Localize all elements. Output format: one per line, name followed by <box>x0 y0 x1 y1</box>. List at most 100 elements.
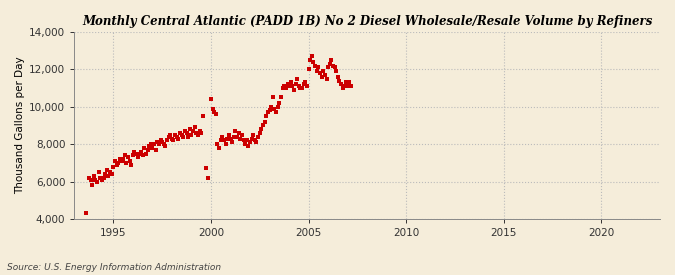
Point <box>238 138 249 143</box>
Point <box>286 80 296 85</box>
Point <box>142 148 153 152</box>
Point <box>147 146 158 150</box>
Point <box>200 166 211 171</box>
Point <box>234 131 244 135</box>
Point <box>211 112 221 116</box>
Point <box>219 138 230 143</box>
Point <box>123 155 134 160</box>
Point <box>284 84 294 88</box>
Point <box>163 134 174 139</box>
Point <box>136 149 146 154</box>
Point <box>318 69 329 73</box>
Point <box>180 129 190 133</box>
Point <box>253 134 264 139</box>
Point <box>117 157 128 161</box>
Point <box>144 144 155 148</box>
Point <box>214 146 225 150</box>
Point <box>310 64 321 68</box>
Point <box>212 142 223 146</box>
Point <box>235 136 246 141</box>
Point <box>227 140 238 144</box>
Point <box>108 164 119 169</box>
Point <box>121 161 132 165</box>
Point <box>107 172 117 176</box>
Point <box>287 84 298 88</box>
Point <box>114 157 125 161</box>
Point <box>236 133 247 137</box>
Point <box>277 86 288 90</box>
Point <box>132 155 143 160</box>
Point <box>217 134 227 139</box>
Point <box>331 69 342 73</box>
Point <box>271 110 281 115</box>
Point <box>116 159 127 163</box>
Point <box>194 129 205 133</box>
Point <box>225 136 236 141</box>
Point <box>279 84 290 88</box>
Point <box>290 82 301 87</box>
Point <box>240 142 250 146</box>
Point <box>196 131 207 135</box>
Point <box>272 104 283 109</box>
Point <box>341 80 352 85</box>
Point <box>101 168 112 172</box>
Point <box>161 138 172 143</box>
Point <box>248 133 259 137</box>
Point <box>139 146 150 150</box>
Point <box>80 211 91 216</box>
Point <box>327 64 338 68</box>
Point <box>140 151 151 156</box>
Point <box>321 76 332 81</box>
Point <box>173 136 184 141</box>
Point <box>300 80 310 85</box>
Point <box>181 131 192 135</box>
Point <box>176 133 187 137</box>
Point <box>228 134 239 139</box>
Point <box>209 110 219 115</box>
Point <box>254 131 265 135</box>
Point <box>202 176 213 180</box>
Point <box>155 138 166 143</box>
Point <box>329 65 340 70</box>
Point <box>168 138 179 143</box>
Point <box>131 151 142 156</box>
Point <box>148 142 159 146</box>
Point <box>326 58 337 62</box>
Point <box>126 163 137 167</box>
Point <box>197 114 208 118</box>
Point <box>313 65 324 70</box>
Point <box>178 134 188 139</box>
Point <box>339 84 350 88</box>
Point <box>246 136 257 141</box>
Point <box>129 149 140 154</box>
Point <box>183 134 194 139</box>
Point <box>275 95 286 100</box>
Point <box>303 67 314 72</box>
Point <box>315 71 325 75</box>
Point <box>288 88 299 92</box>
Point <box>251 140 262 144</box>
Point <box>103 174 114 178</box>
Point <box>109 159 120 163</box>
Point <box>280 86 291 90</box>
Point <box>323 65 333 70</box>
Point <box>137 153 148 158</box>
Point <box>298 82 309 87</box>
Point <box>151 148 161 152</box>
Point <box>258 123 269 128</box>
Point <box>153 142 164 146</box>
Point <box>256 127 267 131</box>
Point <box>87 183 98 188</box>
Point <box>165 133 176 137</box>
Point <box>90 177 101 182</box>
Point <box>171 134 182 139</box>
Point <box>145 142 156 146</box>
Point <box>306 54 317 59</box>
Point <box>311 69 322 73</box>
Point <box>267 95 278 100</box>
Point <box>317 75 327 79</box>
Point <box>85 177 96 182</box>
Point <box>157 140 167 144</box>
Point <box>188 129 198 133</box>
Point <box>98 176 109 180</box>
